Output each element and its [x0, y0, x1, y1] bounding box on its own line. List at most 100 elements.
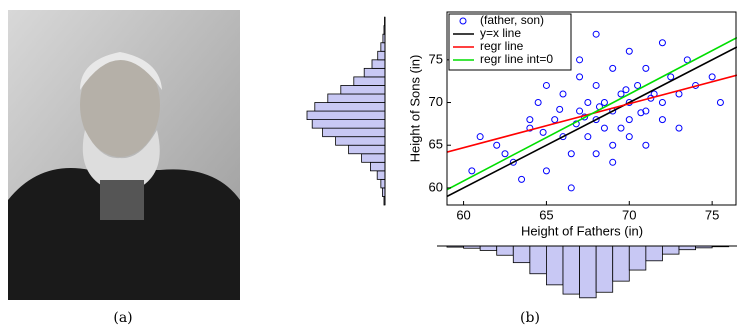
legend-label: regr line int=0 [480, 52, 553, 66]
data-point [625, 133, 633, 141]
histogram-bar [371, 59, 386, 69]
histogram-bar [612, 245, 630, 282]
y-tick-label: 60 [429, 179, 443, 194]
data-point [542, 167, 550, 175]
data-point [539, 128, 547, 136]
fit-line [447, 36, 737, 191]
histogram-bar [311, 119, 386, 129]
histogram-bar [678, 245, 696, 251]
histogram-bar [370, 161, 386, 172]
histogram-bar [306, 110, 386, 121]
histogram-bar [562, 245, 580, 295]
data-point [526, 124, 534, 132]
y-tick-label: 75 [429, 51, 443, 66]
histogram-bar [335, 136, 386, 146]
histogram-bar [361, 153, 386, 163]
data-point [476, 133, 484, 141]
histogram-bar [595, 245, 614, 293]
data-point [576, 56, 584, 64]
data-point [556, 105, 564, 113]
data-point [592, 30, 600, 38]
data-point [518, 175, 526, 183]
data-point [625, 47, 633, 55]
data-point [658, 116, 666, 124]
data-point [526, 116, 534, 124]
legend-label: (father, son) [480, 13, 544, 27]
data-point [493, 141, 501, 149]
data-point [576, 73, 584, 81]
x-tick-label: 75 [705, 207, 719, 222]
data-point [576, 107, 584, 115]
data-point [559, 90, 567, 98]
data-point [642, 64, 650, 72]
histogram-bar [327, 93, 386, 103]
data-point [622, 86, 630, 94]
data-point [592, 81, 600, 89]
histogram-bar [496, 245, 514, 256]
data-point [642, 107, 650, 115]
histogram-bar [628, 245, 647, 271]
data-point [584, 133, 592, 141]
data-point [708, 73, 716, 81]
data-point [592, 150, 600, 158]
data-point [600, 99, 608, 107]
histogram-bar [546, 245, 564, 286]
histogram-bar [340, 85, 386, 95]
data-point [716, 99, 724, 107]
fit-line [447, 46, 737, 198]
x-axis-label: Height of Fathers (in) [521, 223, 643, 238]
data-point [534, 99, 542, 107]
histogram-bar [348, 144, 386, 155]
data-point [637, 109, 645, 117]
histogram-bar [322, 127, 386, 138]
data-point [609, 141, 617, 149]
data-point [658, 99, 666, 107]
histogram-bar [380, 178, 386, 189]
data-point [584, 99, 592, 107]
histogram-bar [512, 245, 531, 264]
histogram-bar [645, 245, 663, 262]
portrait-photo [8, 10, 240, 300]
data-point [559, 133, 567, 141]
plot-frame [446, 11, 737, 206]
data-point [642, 141, 650, 149]
caption: (b) [520, 310, 540, 326]
plot-area [447, 30, 737, 198]
data-point [625, 116, 633, 124]
y-axis-label: Height of Sons (in) [407, 55, 422, 163]
data-point [542, 81, 550, 89]
data-point [600, 124, 608, 132]
data-point [675, 124, 683, 132]
histogram-bar [662, 245, 680, 255]
y-tick-label: 65 [429, 137, 443, 152]
histogram-bar [314, 102, 386, 112]
data-point [551, 116, 559, 124]
histogram-bar [353, 76, 386, 86]
data-point [501, 150, 509, 158]
histogram-bar [479, 245, 498, 251]
x-tick-label: 60 [456, 207, 470, 222]
data-point [592, 116, 600, 124]
data-point [609, 158, 617, 166]
data-point [509, 158, 517, 166]
data-point [667, 73, 675, 81]
data-point [634, 81, 642, 89]
histogram-bar [377, 50, 386, 61]
data-point [609, 64, 617, 72]
data-point [567, 150, 575, 158]
histogram-bar [380, 42, 386, 52]
histogram-bar [579, 245, 597, 299]
data-point [617, 90, 625, 98]
x-tick-label: 70 [622, 207, 636, 222]
x-tick-label: 65 [539, 207, 553, 222]
histogram-bar [529, 245, 547, 275]
data-point [658, 39, 666, 47]
data-point [468, 167, 476, 175]
histogram-bar [376, 170, 386, 180]
histogram-bar [363, 67, 386, 78]
legend-label: y=x line [480, 26, 521, 40]
data-point [567, 184, 575, 192]
legend-marker [459, 17, 467, 25]
